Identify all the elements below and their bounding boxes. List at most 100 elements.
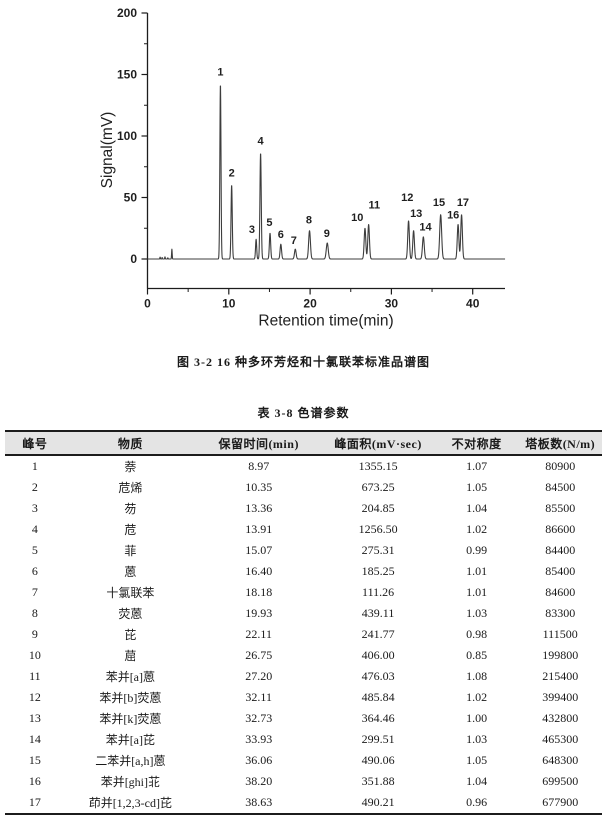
table-cell: 苯并[ghi]苝 bbox=[100, 775, 161, 789]
table-cell: 11 bbox=[29, 669, 41, 683]
table-row: 13 苯并[k]荧蒽 32.73 364.46 1.00 432800 bbox=[5, 708, 602, 729]
x-axis-title: Retention time(min) bbox=[258, 313, 393, 330]
table-cell: 17 bbox=[5, 792, 65, 815]
table-cell: 16 bbox=[28, 774, 41, 788]
table-row: 3 芴 13.36 204.85 1.04 85500 bbox=[5, 498, 602, 519]
table-cell: 8 bbox=[31, 606, 38, 620]
table-body: 1 萘 8.97 1355.15 1.07 80900 2 苊烯 10.35 673.25 1.05… bbox=[5, 455, 602, 815]
table-cell: 351.88 bbox=[361, 774, 395, 788]
y-tick-label: 150 bbox=[117, 68, 137, 82]
peak-label: 16 bbox=[447, 209, 459, 221]
table-cell: 85500 bbox=[545, 501, 576, 515]
table-row: 9 芘 22.11 241.77 0.98 111500 bbox=[5, 624, 602, 645]
table-cell: 83300 bbox=[545, 606, 576, 620]
table-cell: 10.35 bbox=[245, 480, 273, 494]
table-cell: 1355.15 bbox=[358, 459, 398, 473]
table-cell: 673.25 bbox=[361, 480, 395, 494]
table-cell: 13 bbox=[28, 711, 41, 725]
table-cell: 32.73 bbox=[245, 711, 273, 725]
table-cell: 1.07 bbox=[466, 459, 488, 473]
table-row: 1 萘 8.97 1355.15 1.07 80900 bbox=[5, 455, 602, 477]
table-row: 4 苊 13.91 1256.50 1.02 86600 bbox=[5, 519, 602, 540]
table-cell: 111.26 bbox=[362, 585, 395, 599]
table-cell: 苯并[a]蒽 bbox=[105, 670, 156, 684]
x-tick-label: 40 bbox=[466, 297, 480, 311]
peak-label: 2 bbox=[229, 168, 235, 180]
table-cell: 432800 bbox=[542, 711, 579, 725]
column-header: 峰号 bbox=[5, 430, 65, 456]
table-cell: 2 bbox=[31, 480, 38, 494]
table-cell: 1.03 bbox=[466, 606, 488, 620]
peak-label: 11 bbox=[369, 200, 381, 212]
x-tick-label: 10 bbox=[222, 297, 236, 311]
table-cell: 16.40 bbox=[245, 564, 273, 578]
table-cell: 364.46 bbox=[361, 711, 395, 725]
table-cell: 465300 bbox=[542, 732, 579, 746]
column-header: 塔板数(N/m) bbox=[518, 430, 602, 456]
table-cell: 490.06 bbox=[361, 753, 395, 767]
table-cell: 84400 bbox=[545, 543, 576, 557]
table-row: 7 十氯联苯 18.18 111.26 1.01 84600 bbox=[5, 582, 602, 603]
table-row: 11 苯并[a]蒽 27.20 476.03 1.08 215400 bbox=[5, 666, 602, 687]
table-cell: 111500 bbox=[542, 627, 578, 641]
table-cell: 399400 bbox=[542, 690, 579, 704]
table-cell: 185.25 bbox=[361, 564, 395, 578]
chromatogram-trace bbox=[147, 85, 506, 260]
peak-label: 4 bbox=[258, 136, 265, 148]
table-cell: 439.11 bbox=[361, 606, 395, 620]
peak-label: 8 bbox=[306, 214, 312, 226]
table-cell: 204.85 bbox=[361, 501, 395, 515]
table-cell: 8.97 bbox=[248, 459, 270, 473]
table-cell: 芘 bbox=[124, 628, 137, 642]
table-cell: 275.31 bbox=[361, 543, 395, 557]
table-cell: 苯并[k]荧蒽 bbox=[99, 712, 162, 726]
table-cell: 苊烯 bbox=[118, 481, 143, 495]
table-cell: 38.63 bbox=[196, 792, 322, 815]
table-row: 14 苯并[a]芘 33.93 299.51 1.03 465300 bbox=[5, 729, 602, 750]
y-tick-label: 50 bbox=[124, 191, 138, 205]
table-cell: 15 bbox=[28, 753, 41, 767]
table-cell: 苯并[b]荧蒽 bbox=[99, 691, 162, 705]
table-row: 10 䓛 26.75 406.00 0.85 199800 bbox=[5, 645, 602, 666]
column-header: 保留时间(min) bbox=[196, 430, 322, 456]
peak-label: 10 bbox=[351, 212, 363, 224]
table-cell: 485.84 bbox=[361, 690, 395, 704]
table-cell: 0.98 bbox=[466, 627, 488, 641]
x-tick-label: 0 bbox=[144, 297, 151, 311]
table-cell: 85400 bbox=[545, 564, 576, 578]
table-cell: 84600 bbox=[545, 585, 576, 599]
table-cell: 1.04 bbox=[466, 501, 488, 515]
table-cell: 18.18 bbox=[245, 585, 273, 599]
table-cell: 蒽 bbox=[124, 565, 137, 579]
peak-label: 9 bbox=[324, 228, 330, 240]
table-cell: 二苯并[a,h]蒽 bbox=[95, 754, 166, 768]
column-header: 峰面积(mV·sec) bbox=[321, 430, 435, 456]
table-cell: 648300 bbox=[542, 753, 579, 767]
table-cell: 1.03 bbox=[466, 732, 488, 746]
table-cell: 84500 bbox=[545, 480, 576, 494]
peak-label: 6 bbox=[278, 229, 284, 241]
table-cell: 490.21 bbox=[321, 792, 435, 815]
table-cell: 1.02 bbox=[466, 522, 488, 536]
peak-label: 14 bbox=[419, 222, 432, 234]
table-cell: 19.93 bbox=[245, 606, 273, 620]
table-header: 峰号 物质 保留时间(min) 峰面积(mV·sec) 不对称度 塔板数(N/m) bbox=[5, 430, 602, 456]
table-row: 6 蒽 16.40 185.25 1.01 85400 bbox=[5, 561, 602, 582]
peak-label: 15 bbox=[433, 197, 445, 209]
table-cell: 1.02 bbox=[466, 690, 488, 704]
table-row: 5 菲 15.07 275.31 0.99 84400 bbox=[5, 540, 602, 561]
table-cell: 1.05 bbox=[466, 753, 488, 767]
table-cell: 1 bbox=[31, 459, 38, 473]
table-cell: 茚并[1,2,3-cd]芘 bbox=[64, 792, 197, 815]
table-cell: 1.08 bbox=[466, 669, 488, 683]
table-cell: 38.20 bbox=[245, 774, 273, 788]
table-title: 表 3-8 色谱参数 bbox=[257, 406, 350, 420]
table-cell: 1.01 bbox=[466, 564, 488, 578]
table-cell: 5 bbox=[31, 543, 38, 557]
table-cell: 476.03 bbox=[361, 669, 395, 683]
table-cell: 1.01 bbox=[466, 585, 488, 599]
peak-label: 1 bbox=[217, 67, 223, 79]
table-cell: 0.96 bbox=[434, 792, 519, 815]
table-cell: 677900 bbox=[518, 792, 602, 815]
table-cell: 1256.50 bbox=[358, 522, 398, 536]
